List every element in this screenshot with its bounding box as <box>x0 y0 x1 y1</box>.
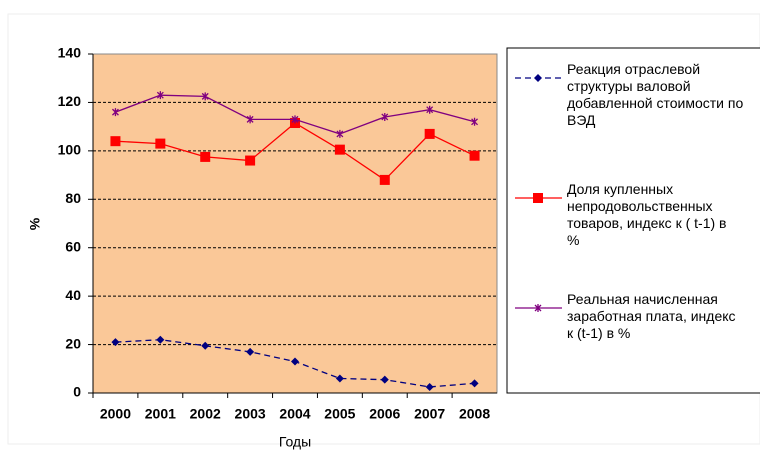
x-tick-label: 2002 <box>190 406 221 422</box>
point <box>246 347 255 356</box>
point <box>201 92 209 101</box>
y-tick-label: 80 <box>65 190 81 206</box>
point <box>155 138 166 149</box>
point <box>469 150 480 161</box>
point <box>380 375 389 384</box>
point <box>291 115 299 124</box>
y-tick-label: 0 <box>73 384 81 400</box>
point <box>336 129 344 138</box>
point <box>534 304 542 312</box>
x-tick-label: 2005 <box>324 406 355 422</box>
point <box>111 108 119 117</box>
point <box>424 128 435 139</box>
point <box>425 382 434 391</box>
point <box>334 144 345 155</box>
x-tick-label: 2000 <box>100 406 131 422</box>
x-tick-label: 2003 <box>235 406 266 422</box>
y-tick-label: 140 <box>58 45 82 61</box>
point <box>246 115 254 124</box>
point <box>156 91 164 100</box>
x-tick-label: 2001 <box>145 406 176 422</box>
x-tick-label: 2008 <box>459 406 490 422</box>
point <box>200 151 211 162</box>
y-tick-label: 120 <box>58 93 82 109</box>
plot-area <box>92 53 498 394</box>
x-tick-label: 2007 <box>414 406 445 422</box>
legend-label: Доля купленных непродовольственных товаров… <box>567 181 726 248</box>
point <box>381 112 389 121</box>
legend-label: Реакция отраслевой структуры валовой добав… <box>567 61 743 128</box>
y-tick-label: 100 <box>58 142 82 158</box>
legend-label: Реальная начисленная заработная плата, ин… <box>567 291 736 341</box>
y-tick-label: 20 <box>65 335 81 351</box>
y-tick-label: 60 <box>65 238 81 254</box>
point <box>110 136 121 147</box>
point <box>291 357 299 366</box>
y-tick-label: 40 <box>65 287 81 303</box>
point <box>426 105 434 114</box>
y-axis-label: % <box>27 217 43 230</box>
point <box>470 379 479 388</box>
point <box>533 193 543 203</box>
x-tick-label: 2004 <box>279 406 310 422</box>
legend-box <box>506 47 760 394</box>
x-tick-label: 2006 <box>369 406 400 422</box>
point <box>156 335 165 344</box>
point <box>471 117 479 126</box>
x-axis-label: Годы <box>279 434 311 450</box>
point <box>201 341 210 350</box>
point <box>379 174 390 185</box>
point <box>534 74 542 82</box>
point <box>111 338 120 347</box>
point <box>335 374 344 383</box>
point <box>245 155 256 166</box>
